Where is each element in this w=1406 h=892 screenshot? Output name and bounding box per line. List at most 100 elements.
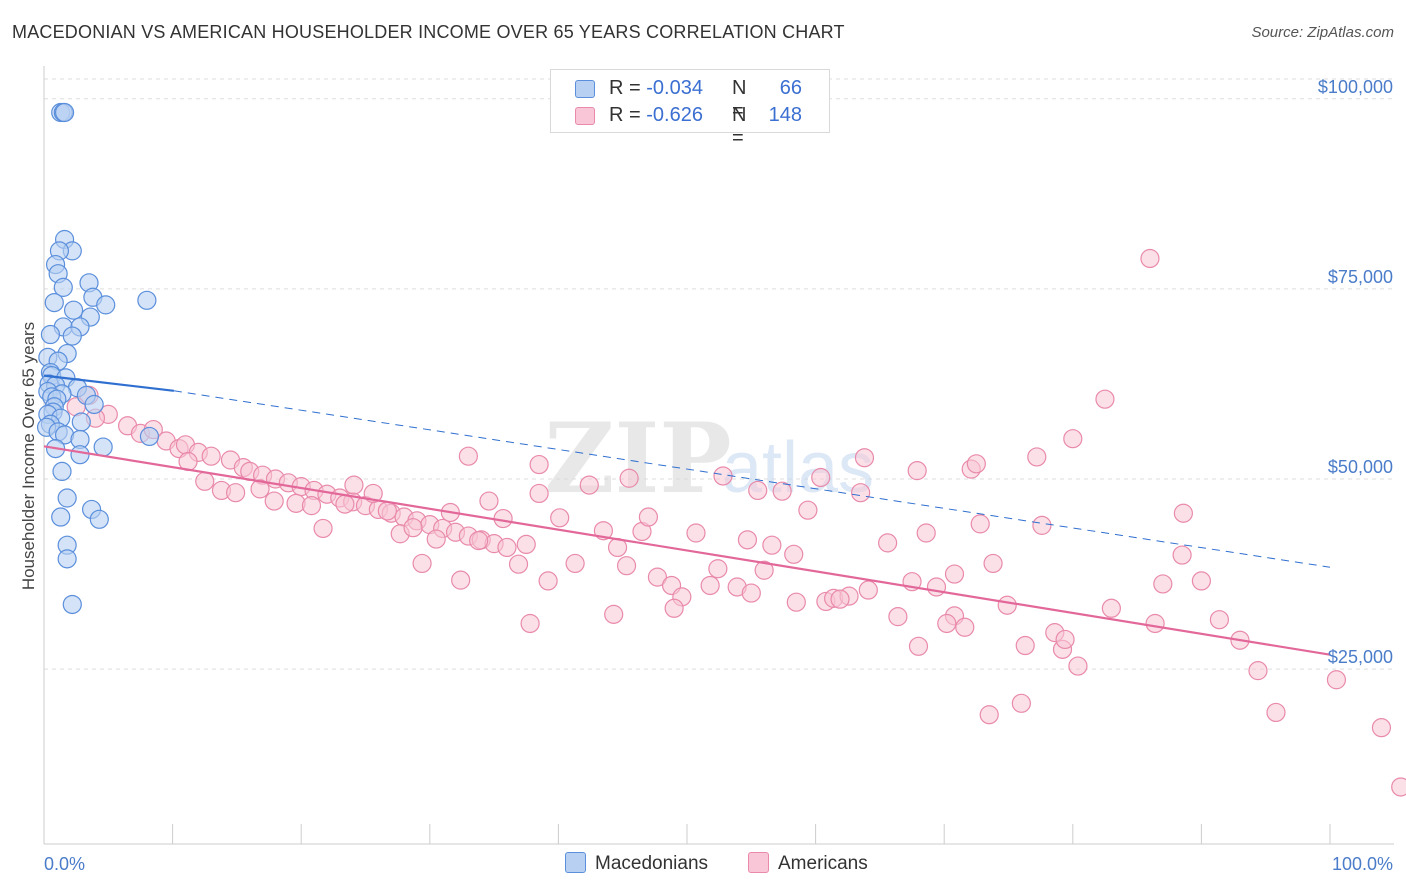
american-point [944,564,965,584]
american-point [858,580,878,600]
american-point [1101,598,1121,618]
american-point [604,604,624,624]
american-point [377,501,397,521]
american-point [997,595,1017,615]
macedonian-point [52,461,72,482]
macedonians-r-label: R = [609,77,647,99]
source-credit: Source: ZipAtlas.com [1251,24,1394,41]
americans-swatch [575,107,595,125]
american-point [664,598,684,618]
american-point [1391,777,1406,797]
american-point [979,705,999,725]
macedonian-point [54,102,75,123]
y-axis-label: Householder Income Over 65 years [19,322,38,590]
american-point [1172,545,1192,565]
american-point [647,567,668,587]
american-point [451,570,471,590]
y-tick-label: $75,000 [1328,267,1393,287]
americans-trend-line [43,445,1331,656]
american-point [1068,656,1088,676]
american-point [335,494,355,514]
american-point [907,461,927,481]
american-point [700,575,720,596]
american-point [1326,670,1347,690]
american-point [226,483,246,503]
gridlines [44,78,1394,670]
macedonian-point [71,412,91,432]
american-point [748,480,768,501]
american-point [937,613,957,634]
macedonian-point [70,445,90,465]
macedonian-point [51,507,71,527]
american-point [201,446,221,466]
american-point [638,507,659,527]
macedonians-r-value: -0.034 [646,77,703,99]
legend-item-macedonians: Macedonians [565,852,708,875]
american-point [955,617,975,637]
american-point [1173,503,1193,523]
macedonian-point [62,326,82,346]
macedonian-point [84,394,104,415]
american-point [908,636,929,656]
macedonians-legend-swatch [565,852,586,873]
macedonian-point [62,594,82,615]
american-point [529,483,549,504]
american-point [786,592,806,612]
macedonian-point [44,292,64,313]
x-tick-label-end: 100.0% [1332,854,1393,874]
american-point [1191,571,1212,591]
american-point [798,500,818,520]
american-point [479,491,499,511]
american-point [754,560,774,580]
american-point [1248,661,1268,681]
macedonian-point [53,277,73,297]
macedonian-point [96,295,116,315]
american-point [1266,702,1286,723]
american-point [538,571,558,591]
american-point [516,534,536,555]
american-point [497,537,517,558]
macedonians-swatch [575,80,595,98]
american-point [1153,574,1173,594]
american-point [888,607,908,627]
american-point [854,448,875,468]
macedonians-n-value: 66 [779,77,802,99]
american-point [772,481,792,501]
american-point [737,530,758,550]
americans-n-label: N = [732,104,747,149]
american-point [1027,447,1047,467]
american-point [851,483,871,503]
americans-n-value: 148 [768,104,802,126]
american-point [508,554,529,574]
american-point [1145,613,1165,634]
macedonians-legend-label: Macedonians [595,853,709,874]
macedonian-point [137,290,157,310]
americans-legend-label: Americans [778,853,868,874]
american-point [1063,429,1083,449]
axes [43,66,1394,845]
american-point [412,553,432,574]
trend-lines [43,374,1331,656]
american-point [970,514,990,534]
american-point [550,508,570,528]
american-point [529,454,549,475]
american-point [469,531,489,551]
macedonians-n-label: N = [732,77,747,122]
macedonian-point [57,549,77,569]
american-point [1032,515,1052,535]
american-point [426,529,446,549]
american-point [195,471,215,491]
axis-labels: Householder Income Over 65 years $25,000… [19,77,1393,874]
american-point [1095,389,1115,409]
y-tick-label: $100,000 [1318,77,1393,97]
macedonian-point [139,426,160,447]
american-point [493,508,513,529]
american-point [301,496,322,516]
american-point [1011,693,1031,713]
american-point [344,475,364,495]
americans-r-label: R = [609,104,647,126]
americans-r-value: -0.626 [646,104,703,126]
american-point [1015,635,1035,656]
american-point [916,523,936,543]
